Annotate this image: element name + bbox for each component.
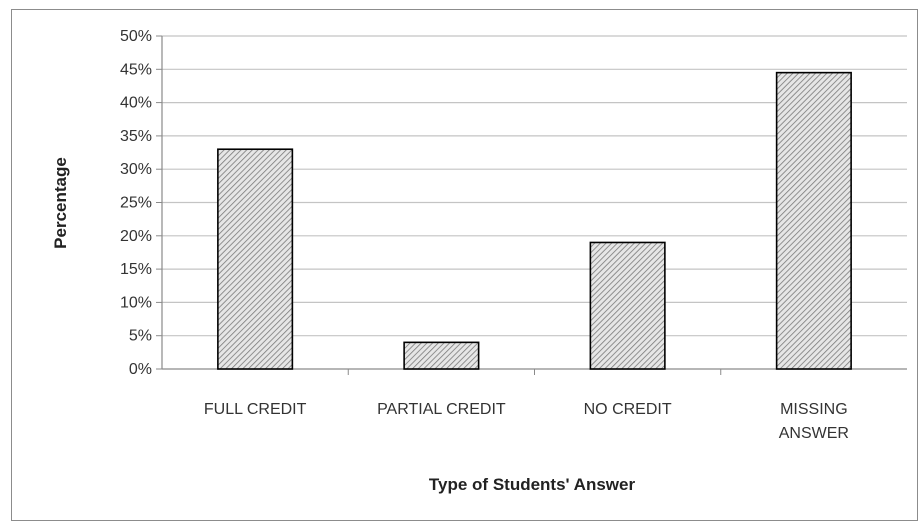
bar: [403, 341, 480, 370]
labels: 0% 5% 10% 15% 20% 25% 30% 35% 40% 45% 50% FULL CRED…: [120, 28, 849, 442]
bars: [217, 71, 852, 370]
y-tick-label: 10%: [120, 294, 152, 311]
bar: [589, 241, 666, 370]
y-tick-label: 5%: [129, 328, 152, 345]
y-tick-label: 0%: [129, 361, 152, 378]
x-category-label: NO CREDIT: [584, 401, 672, 418]
x-category-label: MISSING: [780, 401, 848, 418]
y-tick-label: 45%: [120, 61, 152, 78]
bar: [775, 71, 852, 370]
bar: [217, 148, 294, 370]
y-tick-label: 25%: [120, 195, 152, 212]
x-category-label: ANSWER: [779, 425, 849, 442]
x-category-label: PARTIAL CREDIT: [377, 401, 506, 418]
y-tick-label: 20%: [120, 228, 152, 245]
x-category-label: FULL CREDIT: [204, 401, 307, 418]
y-tick-label: 35%: [120, 128, 152, 145]
x-axis-title: Type of Students' Answer: [429, 475, 636, 494]
y-tick-label: 15%: [120, 261, 152, 278]
y-axis-title: Percentage: [51, 157, 70, 249]
y-tick-label: 30%: [120, 161, 152, 178]
y-tick-label: 40%: [120, 95, 152, 112]
y-tick-label: 50%: [120, 28, 152, 45]
